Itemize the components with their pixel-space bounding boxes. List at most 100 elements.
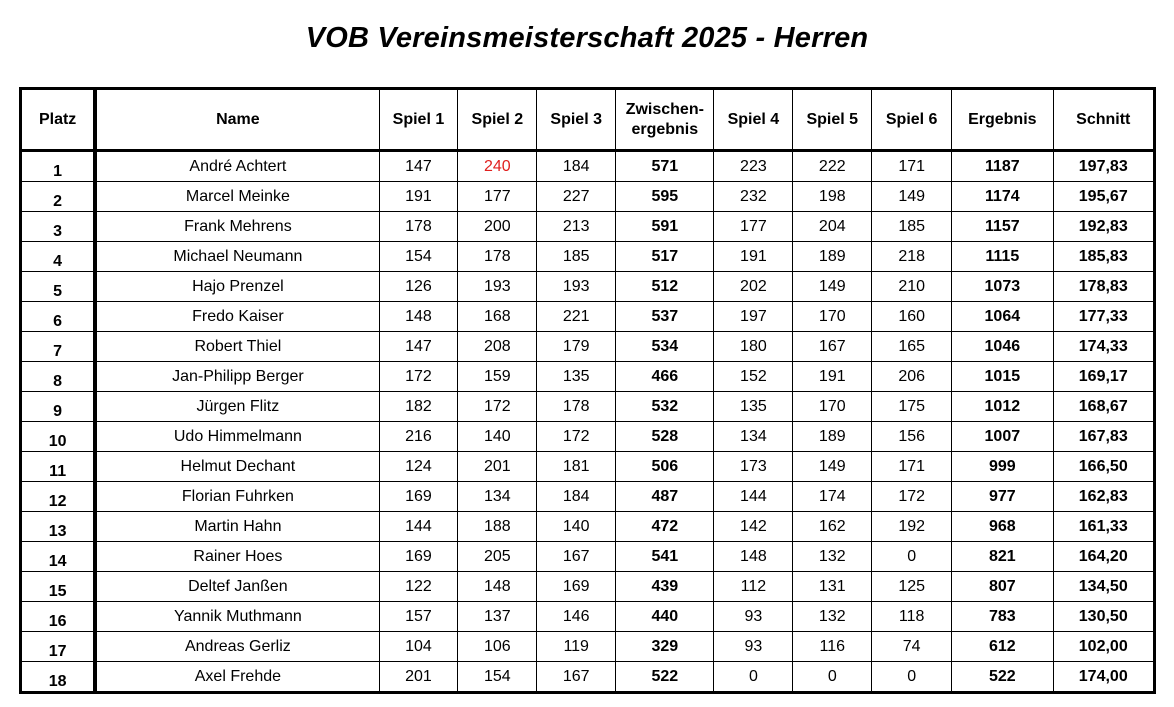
cell-zwischenergebnis: 466 [615,361,715,392]
cell-spiel-2: 201 [457,451,538,482]
cell-spiel-6: 0 [871,661,953,694]
column-header-ergebnis: Ergebnis [951,87,1054,152]
cell-ergebnis: 807 [951,571,1054,602]
cell-spiel-1: 157 [378,601,459,632]
cell-spiel-4: 144 [713,481,794,512]
cell-spiel-3: 184 [536,481,617,512]
cell-spiel-5: 204 [792,211,873,242]
cell-spiel-3: 221 [536,301,617,332]
cell-spiel-5: 174 [792,481,873,512]
cell-spiel-5: 198 [792,181,873,212]
cell-spiel-2: 240 [457,150,538,182]
cell-ergebnis: 783 [951,601,1054,632]
cell-ergebnis: 1015 [951,361,1054,392]
cell-spiel-3: 178 [536,391,617,422]
cell-platz: 18 [19,661,98,694]
cell-platz: 8 [19,361,98,392]
cell-spiel-4: 223 [713,150,794,182]
cell-spiel-3: 227 [536,181,617,212]
cell-ergebnis: 1157 [951,211,1054,242]
cell-platz: 3 [19,211,98,242]
cell-name: Helmut Dechant [94,451,380,482]
cell-spiel-3: 135 [536,361,617,392]
cell-name: Rainer Hoes [94,541,380,572]
cell-spiel-4: 173 [713,451,794,482]
cell-spiel-5: 132 [792,601,873,632]
cell-platz: 5 [19,271,98,302]
cell-schnitt: 195,67 [1052,181,1157,212]
cell-schnitt: 169,17 [1052,361,1157,392]
cell-spiel-4: 148 [713,541,794,572]
cell-schnitt: 174,00 [1052,661,1157,694]
cell-spiel-3: 169 [536,571,617,602]
cell-zwischenergebnis: 534 [615,331,715,362]
cell-schnitt: 185,83 [1052,241,1157,272]
cell-spiel-1: 169 [378,481,459,512]
page-title: VOB Vereinsmeisterschaft 2025 - Herren [305,22,869,54]
cell-ergebnis: 1174 [951,181,1054,212]
cell-platz: 1 [19,150,98,182]
results-table-container: Platz Name Spiel 1 Spiel 2 Spiel 3 Zwisc… [19,87,1157,694]
cell-spiel-6: 165 [871,331,953,362]
cell-spiel-1: 182 [378,391,459,422]
table-row: 14 Rainer Hoes 169 205 167 541 148 132 0 821 164,2… [19,541,1157,572]
cell-spiel-6: 210 [871,271,953,302]
cell-zwischenergebnis: 487 [615,481,715,512]
cell-schnitt: 178,83 [1052,271,1157,302]
cell-spiel-3: 193 [536,271,617,302]
cell-spiel-5: 222 [792,150,873,182]
cell-spiel-3: 146 [536,601,617,632]
cell-spiel-6: 125 [871,571,953,602]
cell-name: Robert Thiel [94,331,380,362]
cell-name: Yannik Muthmann [94,601,380,632]
cell-ergebnis: 999 [951,451,1054,482]
cell-schnitt: 162,83 [1052,481,1157,512]
cell-spiel-6: 149 [871,181,953,212]
cell-spiel-1: 147 [378,331,459,362]
table-row: 9 Jürgen Flitz 182 172 178 532 135 170 175 1012 16… [19,391,1157,422]
cell-zwischenergebnis: 591 [615,211,715,242]
cell-spiel-1: 201 [378,661,459,694]
cell-name: Deltef Janßen [94,571,380,602]
table-row: 7 Robert Thiel 147 208 179 534 180 167 165 1046 17… [19,331,1157,362]
cell-ergebnis: 1115 [951,241,1054,272]
cell-ergebnis: 968 [951,511,1054,542]
cell-spiel-6: 206 [871,361,953,392]
table-row: 10 Udo Himmelmann 216 140 172 528 134 189 156 100… [19,421,1157,452]
cell-spiel-5: 116 [792,631,873,662]
cell-spiel-5: 191 [792,361,873,392]
cell-zwischenergebnis: 517 [615,241,715,272]
column-header-platz: Platz [19,87,98,152]
cell-name: Marcel Meinke [94,181,380,212]
cell-spiel-5: 189 [792,241,873,272]
cell-platz: 9 [19,391,98,422]
column-header-spiel-5: Spiel 5 [792,87,873,152]
cell-schnitt: 197,83 [1052,150,1157,182]
cell-spiel-4: 0 [713,661,794,694]
cell-spiel-4: 93 [713,601,794,632]
cell-spiel-1: 122 [378,571,459,602]
cell-spiel-4: 177 [713,211,794,242]
cell-spiel-1: 178 [378,211,459,242]
cell-ergebnis: 522 [951,661,1054,694]
cell-spiel-2: 205 [457,541,538,572]
table-row: 17 Andreas Gerliz 104 106 119 329 93 116 74 612 10… [19,631,1157,662]
cell-spiel-3: 167 [536,661,617,694]
cell-spiel-1: 172 [378,361,459,392]
cell-spiel-2: 168 [457,301,538,332]
cell-spiel-6: 175 [871,391,953,422]
table-row: 8 Jan-Philipp Berger 172 159 135 466 152 191 206… [19,361,1157,392]
cell-spiel-1: 216 [378,421,459,452]
cell-spiel-4: 191 [713,241,794,272]
cell-spiel-3: 179 [536,331,617,362]
cell-spiel-5: 167 [792,331,873,362]
cell-spiel-3: 181 [536,451,617,482]
cell-schnitt: 167,83 [1052,421,1157,452]
cell-spiel-1: 124 [378,451,459,482]
cell-name: Andreas Gerliz [94,631,380,662]
cell-name: Martin Hahn [94,511,380,542]
cell-spiel-6: 171 [871,150,953,182]
cell-spiel-6: 218 [871,241,953,272]
cell-spiel-3: 140 [536,511,617,542]
cell-zwischenergebnis: 439 [615,571,715,602]
